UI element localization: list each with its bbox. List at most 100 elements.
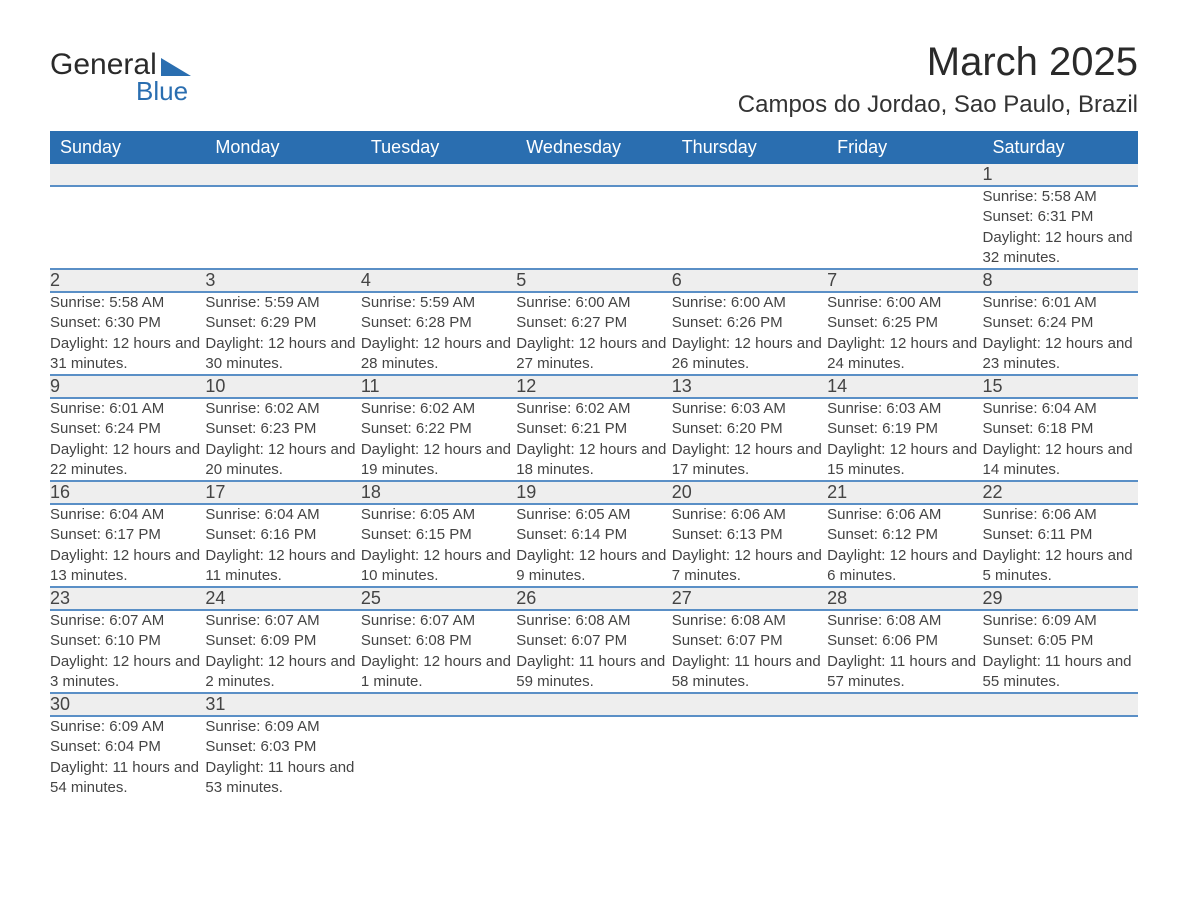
sunrise-line: Sunrise: 6:02 AM [205, 399, 360, 419]
day-number: 31 [205, 693, 360, 716]
sunrise-line: Sunrise: 6:08 AM [672, 611, 827, 631]
sunrise-line: Sunrise: 6:01 AM [983, 293, 1138, 313]
weekday-header: Sunday [50, 131, 205, 164]
header: General Blue March 2025 Campos do Jordao… [50, 40, 1138, 119]
sunrise-line: Sunrise: 5:58 AM [50, 293, 205, 313]
day-number: 16 [50, 481, 205, 504]
empty-cell [672, 716, 827, 798]
day-number: 18 [361, 481, 516, 504]
sunset-line: Sunset: 6:07 PM [672, 631, 827, 651]
day-number: 5 [516, 269, 671, 292]
sunset-line: Sunset: 6:24 PM [50, 419, 205, 439]
sunrise-line: Sunrise: 6:08 AM [516, 611, 671, 631]
daylight-line: Daylight: 12 hours and 22 minutes. [50, 440, 205, 481]
month-title: March 2025 [738, 40, 1138, 85]
weekday-header: Thursday [672, 131, 827, 164]
day-cell: Sunrise: 6:01 AMSunset: 6:24 PMDaylight:… [50, 398, 205, 481]
empty-cell [827, 164, 982, 186]
sunrise-line: Sunrise: 6:09 AM [983, 611, 1138, 631]
day-number: 24 [205, 587, 360, 610]
day-number: 11 [361, 375, 516, 398]
daylight-line: Daylight: 11 hours and 53 minutes. [205, 758, 360, 799]
day-number: 1 [983, 164, 1138, 186]
day-cell: Sunrise: 6:06 AMSunset: 6:13 PMDaylight:… [672, 504, 827, 587]
day-content-row: Sunrise: 6:04 AMSunset: 6:17 PMDaylight:… [50, 504, 1138, 587]
daylight-line: Daylight: 12 hours and 14 minutes. [983, 440, 1138, 481]
day-cell: Sunrise: 6:03 AMSunset: 6:20 PMDaylight:… [672, 398, 827, 481]
sunrise-line: Sunrise: 6:05 AM [516, 505, 671, 525]
day-number: 28 [827, 587, 982, 610]
day-cell: Sunrise: 5:59 AMSunset: 6:29 PMDaylight:… [205, 292, 360, 375]
sunset-line: Sunset: 6:26 PM [672, 313, 827, 333]
sunrise-line: Sunrise: 6:08 AM [827, 611, 982, 631]
day-cell: Sunrise: 6:09 AMSunset: 6:05 PMDaylight:… [983, 610, 1138, 693]
day-number: 21 [827, 481, 982, 504]
day-number-row: 3031 [50, 693, 1138, 716]
day-cell: Sunrise: 6:08 AMSunset: 6:06 PMDaylight:… [827, 610, 982, 693]
empty-cell [827, 716, 982, 798]
day-number: 13 [672, 375, 827, 398]
weekday-header: Saturday [983, 131, 1138, 164]
sunrise-line: Sunrise: 5:58 AM [983, 187, 1138, 207]
day-number: 3 [205, 269, 360, 292]
sunset-line: Sunset: 6:06 PM [827, 631, 982, 651]
daylight-line: Daylight: 12 hours and 17 minutes. [672, 440, 827, 481]
daylight-line: Daylight: 12 hours and 20 minutes. [205, 440, 360, 481]
daylight-line: Daylight: 12 hours and 5 minutes. [983, 546, 1138, 587]
day-number: 29 [983, 587, 1138, 610]
empty-cell [827, 693, 982, 716]
sunset-line: Sunset: 6:10 PM [50, 631, 205, 651]
daylight-line: Daylight: 11 hours and 59 minutes. [516, 652, 671, 693]
sunrise-line: Sunrise: 6:06 AM [983, 505, 1138, 525]
sunset-line: Sunset: 6:11 PM [983, 525, 1138, 545]
day-cell: Sunrise: 6:09 AMSunset: 6:03 PMDaylight:… [205, 716, 360, 798]
sunrise-line: Sunrise: 6:06 AM [827, 505, 982, 525]
sunset-line: Sunset: 6:09 PM [205, 631, 360, 651]
daylight-line: Daylight: 12 hours and 30 minutes. [205, 334, 360, 375]
weekday-header: Wednesday [516, 131, 671, 164]
sunrise-line: Sunrise: 6:03 AM [827, 399, 982, 419]
sunset-line: Sunset: 6:08 PM [361, 631, 516, 651]
day-content-row: Sunrise: 5:58 AMSunset: 6:31 PMDaylight:… [50, 186, 1138, 269]
location: Campos do Jordao, Sao Paulo, Brazil [738, 91, 1138, 119]
empty-cell [983, 716, 1138, 798]
sunset-line: Sunset: 6:18 PM [983, 419, 1138, 439]
daylight-line: Daylight: 12 hours and 13 minutes. [50, 546, 205, 587]
sunrise-line: Sunrise: 6:04 AM [50, 505, 205, 525]
empty-cell [50, 164, 205, 186]
day-cell: Sunrise: 6:09 AMSunset: 6:04 PMDaylight:… [50, 716, 205, 798]
daylight-line: Daylight: 12 hours and 7 minutes. [672, 546, 827, 587]
daylight-line: Daylight: 12 hours and 24 minutes. [827, 334, 982, 375]
sunset-line: Sunset: 6:14 PM [516, 525, 671, 545]
daylight-line: Daylight: 12 hours and 32 minutes. [983, 228, 1138, 269]
day-number-row: 16171819202122 [50, 481, 1138, 504]
day-number-row: 23242526272829 [50, 587, 1138, 610]
day-number: 9 [50, 375, 205, 398]
day-cell: Sunrise: 6:00 AMSunset: 6:25 PMDaylight:… [827, 292, 982, 375]
sunrise-line: Sunrise: 6:06 AM [672, 505, 827, 525]
empty-cell [516, 186, 671, 269]
day-number: 2 [50, 269, 205, 292]
day-number: 22 [983, 481, 1138, 504]
day-cell: Sunrise: 5:58 AMSunset: 6:31 PMDaylight:… [983, 186, 1138, 269]
day-cell: Sunrise: 6:04 AMSunset: 6:16 PMDaylight:… [205, 504, 360, 587]
daylight-line: Daylight: 12 hours and 23 minutes. [983, 334, 1138, 375]
daylight-line: Daylight: 12 hours and 6 minutes. [827, 546, 982, 587]
day-cell: Sunrise: 6:07 AMSunset: 6:10 PMDaylight:… [50, 610, 205, 693]
sunrise-line: Sunrise: 6:02 AM [516, 399, 671, 419]
sunrise-line: Sunrise: 5:59 AM [361, 293, 516, 313]
empty-cell [516, 693, 671, 716]
day-number: 10 [205, 375, 360, 398]
day-number: 4 [361, 269, 516, 292]
day-cell: Sunrise: 6:02 AMSunset: 6:23 PMDaylight:… [205, 398, 360, 481]
empty-cell [361, 186, 516, 269]
day-cell: Sunrise: 5:59 AMSunset: 6:28 PMDaylight:… [361, 292, 516, 375]
empty-cell [361, 716, 516, 798]
sunset-line: Sunset: 6:21 PM [516, 419, 671, 439]
sunrise-line: Sunrise: 6:01 AM [50, 399, 205, 419]
empty-cell [516, 164, 671, 186]
day-content-row: Sunrise: 6:07 AMSunset: 6:10 PM Daylight:… [50, 610, 1138, 693]
sunrise-line: Sunrise: 6:07 AM [50, 611, 205, 631]
daylight-line: Daylight: 11 hours and 57 minutes. [827, 652, 982, 693]
day-number: 12 [516, 375, 671, 398]
